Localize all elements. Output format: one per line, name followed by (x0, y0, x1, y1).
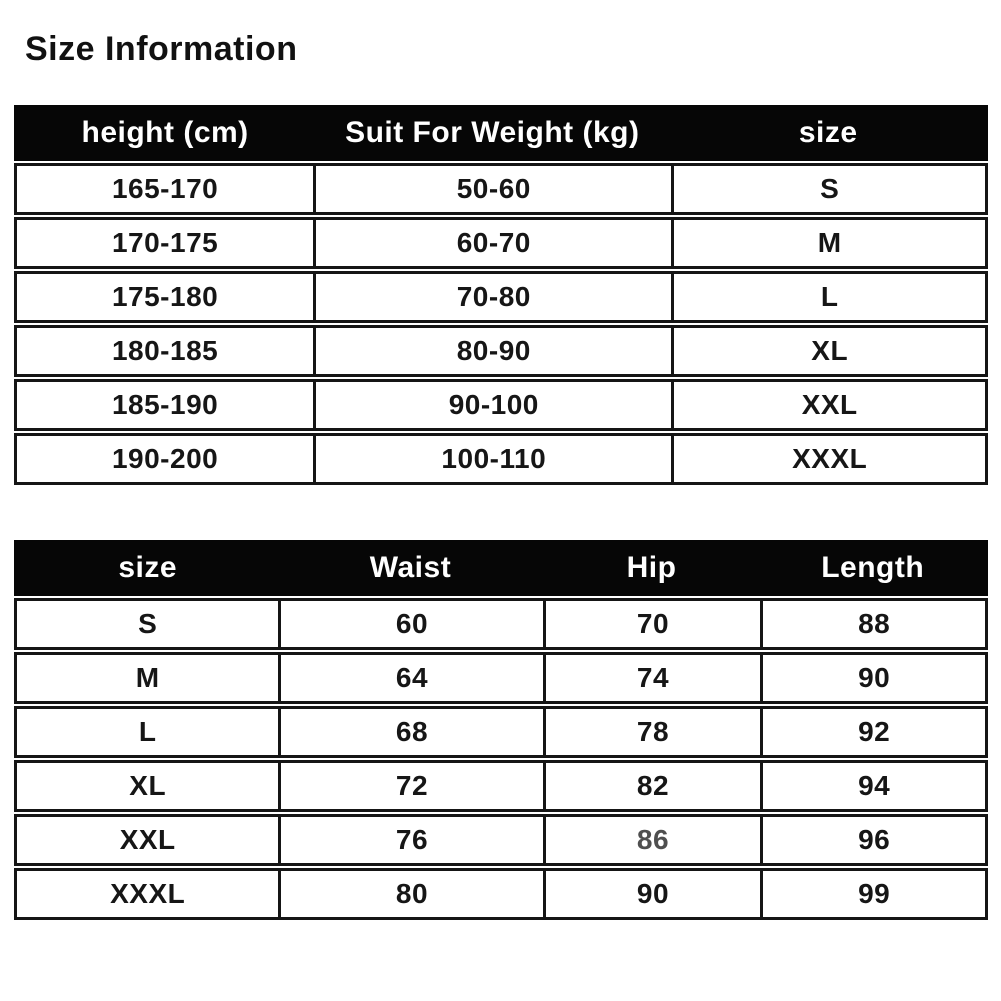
table-cell: L (138, 716, 157, 747)
table-cell: XL (129, 770, 167, 801)
header-cell: height (cm) (81, 116, 249, 149)
table-cell: 94 (760, 763, 985, 809)
table-cell: 80 (278, 871, 542, 917)
measurements-table: size Waist Hip Length S 60 70 88 M 64 74 90 L 68 78 92 X… (14, 540, 988, 922)
header-cell: Waist (369, 551, 452, 584)
table-row: M 64 74 90 (14, 652, 988, 704)
table-cell: 190-200 (111, 443, 219, 474)
header-cell: size (798, 116, 858, 149)
header-row: size Waist Hip Length (14, 540, 988, 596)
table-cell: 74 (542, 655, 761, 701)
table-cell: M (671, 220, 985, 266)
table-row: XXXL 80 90 99 (14, 868, 988, 920)
header-cell: Hip (626, 551, 677, 584)
page-title: Size Information (25, 30, 298, 68)
table-cell: 82 (542, 763, 761, 809)
table-cell: S (138, 608, 158, 639)
table-cell: 78 (542, 709, 761, 755)
height-weight-size-table: height (cm) Suit For Weight (kg) size 165-1… (14, 105, 988, 487)
table-row: 180-185 80-90 XL (14, 325, 988, 377)
table-cell: M (135, 662, 160, 693)
table-cell: 165-170 (111, 173, 219, 204)
table-cell: 50-60 (313, 166, 671, 212)
table-cell: XXXL (110, 878, 186, 909)
table-row: 185-190 90-100 XXL (14, 379, 988, 431)
table-cell: 70-80 (313, 274, 671, 320)
table-cell: 70 (542, 601, 761, 647)
table-row: XXL 76 86 96 (14, 814, 988, 866)
table-row: XL 72 82 94 (14, 760, 988, 812)
table-cell: 92 (760, 709, 985, 755)
table-row: 175-180 70-80 L (14, 271, 988, 323)
table-cell: 72 (278, 763, 542, 809)
table-cell: 90 (760, 655, 985, 701)
header-cell: Length (821, 551, 925, 584)
table-cell: 185-190 (111, 389, 219, 420)
table-cell: 86 (542, 817, 761, 863)
table-cell: 68 (278, 709, 542, 755)
table-row: L 68 78 92 (14, 706, 988, 758)
table-cell: 99 (760, 871, 985, 917)
table-cell: 96 (760, 817, 985, 863)
table-row: 190-200 100-110 XXXL (14, 433, 988, 485)
table-cell: 80-90 (313, 328, 671, 374)
table-cell: 60 (278, 601, 542, 647)
table-cell: 90-100 (313, 382, 671, 428)
table-cell: XXXL (671, 436, 985, 482)
table-row: S 60 70 88 (14, 598, 988, 650)
header-row: height (cm) Suit For Weight (kg) size (14, 105, 988, 161)
table-cell: XXL (119, 824, 176, 855)
table-cell: 60-70 (313, 220, 671, 266)
table-cell: 175-180 (111, 281, 219, 312)
table-cell: 64 (278, 655, 542, 701)
table-cell: S (671, 166, 985, 212)
table-cell: 100-110 (313, 436, 671, 482)
table-cell: L (671, 274, 985, 320)
table-cell: XL (671, 328, 985, 374)
table-row: 165-170 50-60 S (14, 163, 988, 215)
table-cell: 76 (278, 817, 542, 863)
table-cell: 88 (760, 601, 985, 647)
table-cell: XXL (671, 382, 985, 428)
table-row: 170-175 60-70 M (14, 217, 988, 269)
header-cell: Suit For Weight (kg) (345, 116, 640, 149)
table-cell: 180-185 (111, 335, 219, 366)
header-cell: size (118, 551, 178, 584)
table-cell: 170-175 (111, 227, 219, 258)
table-cell: 90 (542, 871, 761, 917)
